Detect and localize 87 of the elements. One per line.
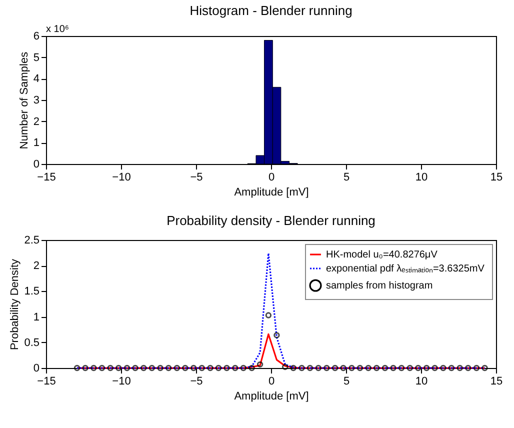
y-axis-title: Number of Samples	[18, 51, 30, 150]
point	[248, 364, 255, 372]
point	[382, 364, 388, 372]
y-tick-label: 2.5	[24, 234, 40, 246]
x-tick-label: 5	[343, 172, 350, 184]
point	[440, 364, 446, 372]
x-tick-label: 0	[268, 376, 275, 388]
point	[74, 364, 80, 372]
y-tick-label: 5	[33, 52, 40, 64]
point	[240, 364, 246, 372]
point	[165, 364, 172, 372]
point	[340, 364, 346, 372]
point	[116, 364, 122, 372]
point	[398, 364, 405, 372]
x-tick-label: −10	[112, 172, 131, 184]
point	[482, 364, 488, 372]
x-tick-label: −5	[190, 376, 203, 388]
y-tick-label: 1.5	[24, 286, 40, 298]
x-tick-label: −15	[37, 376, 56, 388]
point	[432, 364, 438, 372]
legend-label: samples from histogram	[326, 280, 433, 292]
y-tick-label: 2	[33, 116, 40, 128]
point	[423, 364, 430, 372]
point	[256, 361, 264, 368]
legend-label: HK-model u₀=40.8276μV	[326, 250, 438, 260]
point	[265, 312, 272, 318]
point	[415, 364, 422, 372]
chart-title: Probability density - Blender running	[166, 213, 376, 228]
point	[406, 364, 413, 372]
y-tick-label: 3	[33, 94, 40, 106]
chart-title: Histogram - Blender running	[190, 3, 352, 18]
point	[348, 364, 355, 372]
point	[98, 364, 106, 372]
point	[148, 364, 155, 372]
point	[456, 364, 463, 372]
legend-label: exponential pdf λₑₛₜᵢₘₐₜᵢₒₙ=3.6325mV	[326, 264, 485, 274]
x-tick-label: 0	[268, 172, 275, 184]
point	[282, 364, 288, 370]
x-tick-label: −10	[112, 376, 131, 388]
point	[82, 364, 88, 372]
x-tick-label: −15	[37, 172, 56, 184]
x-tick-label: 5	[343, 376, 350, 388]
point	[290, 364, 296, 372]
point	[190, 364, 197, 372]
point	[298, 364, 305, 372]
point	[274, 332, 280, 338]
y-tick-label: 0	[33, 362, 40, 374]
y-tick-label: 0	[33, 158, 40, 170]
y-tick-label: 2	[33, 260, 40, 272]
point	[306, 364, 314, 372]
point	[365, 364, 372, 372]
point	[448, 364, 455, 372]
point	[324, 364, 330, 372]
point	[390, 364, 396, 372]
point	[473, 364, 480, 372]
point	[315, 364, 322, 372]
point	[224, 364, 230, 372]
text: x 10⁶	[46, 24, 70, 35]
x-tick-label: −5	[190, 172, 203, 184]
point	[124, 364, 130, 372]
point	[174, 364, 180, 372]
y-tick-label: 6	[33, 30, 40, 42]
x-tick-label: 10	[415, 376, 428, 388]
y-tick-label: 4	[33, 73, 40, 86]
point	[207, 364, 214, 372]
point	[232, 364, 238, 372]
point	[332, 364, 338, 372]
point	[132, 364, 138, 372]
point	[215, 364, 222, 372]
point	[356, 364, 364, 372]
point	[107, 364, 114, 372]
point	[182, 364, 188, 372]
point	[157, 364, 164, 372]
point	[465, 364, 472, 372]
point	[374, 364, 380, 372]
y-tick-label: 1	[33, 311, 40, 324]
point	[90, 364, 97, 372]
y-tick-label: 0.5	[24, 336, 40, 349]
x-tick-label: 15	[490, 376, 503, 388]
x-axis-title: Amplitude [mV]	[234, 390, 309, 402]
x-tick-label: 10	[415, 172, 428, 184]
point	[140, 364, 147, 372]
x-tick-label: 15	[490, 172, 503, 184]
x-axis-title: Amplitude [mV]	[234, 186, 309, 198]
y-axis-title: Probability Density	[9, 258, 22, 350]
point	[198, 364, 205, 372]
y-tick-label: 1	[33, 137, 40, 150]
